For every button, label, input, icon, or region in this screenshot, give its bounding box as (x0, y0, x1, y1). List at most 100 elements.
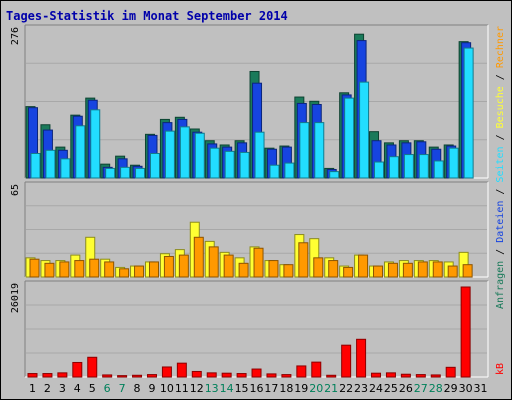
bar-seiten-day-4 (75, 125, 86, 179)
bar-seiten-day-18 (284, 162, 295, 179)
panel-hits-files-visits (24, 24, 489, 179)
bar-seiten-day-7 (120, 166, 131, 179)
y-max-label: 26019 (10, 283, 21, 313)
bar-rechner-day-24 (373, 265, 384, 278)
legend-item-kb: kB (495, 363, 506, 375)
bar-kb-day-14 (221, 372, 232, 378)
bar-seiten-day-27 (418, 154, 429, 179)
legend-item-anfragen: Anfragen (495, 261, 506, 309)
legend-item-seiten: Seiten (495, 146, 506, 182)
bar-rechner-day-27 (417, 261, 428, 278)
day-label-22: 22 (339, 382, 353, 395)
y-axis-max-labels: 276 65 26019 (10, 27, 21, 313)
bar-kb-day-25 (385, 372, 396, 378)
day-label-13: 13 (205, 382, 219, 395)
bar-kb-day-18 (281, 374, 292, 378)
bar-kb-day-13 (206, 372, 217, 378)
bar-seiten-day-23 (359, 81, 370, 179)
bar-rechner-day-18 (283, 264, 294, 278)
day-label-3: 3 (59, 382, 66, 395)
bar-kb-day-12 (191, 370, 202, 378)
day-labels: 1 2 3 4 5 6 7 8 9 10 11 12 13 14 15 16 17 18 19 20 21 22 23 24 2… (29, 382, 488, 395)
day-label-23: 23 (354, 382, 368, 395)
day-label-1: 1 (29, 382, 36, 395)
legend-separator: / (495, 128, 506, 146)
panel-kb (24, 280, 489, 378)
bar-rechner-day-13 (208, 246, 219, 278)
day-label-2: 2 (44, 382, 51, 395)
day-label-18: 18 (279, 382, 293, 395)
bar-seiten-day-11 (179, 126, 190, 179)
day-label-14: 14 (220, 382, 234, 395)
bar-kb-day-27 (415, 374, 426, 378)
day-label-12: 12 (190, 382, 204, 395)
bar-kb-day-24 (371, 372, 382, 378)
day-label-9: 9 (148, 382, 155, 395)
bar-rechner-day-12 (193, 236, 204, 278)
bar-kb-day-8 (132, 374, 143, 378)
bar-kb-day-19 (296, 365, 307, 378)
bar-kb-day-2 (42, 373, 53, 378)
bar-seiten-day-14 (224, 150, 235, 179)
bar-seiten-day-30 (463, 47, 474, 179)
legend-item-dateien: Dateien (495, 201, 506, 243)
day-label-28: 28 (429, 382, 443, 395)
bar-kb-day-6 (102, 374, 113, 378)
bar-seiten-day-22 (344, 97, 355, 179)
bar-rechner-day-25 (387, 262, 398, 278)
day-label-17: 17 (264, 382, 278, 395)
bar-rechner-day-5 (89, 258, 100, 278)
bar-kb-day-9 (146, 374, 157, 378)
bar-kb-day-17 (266, 373, 277, 378)
chart-panels (24, 24, 489, 378)
bar-seiten-day-1 (30, 153, 41, 179)
day-label-6: 6 (104, 382, 111, 395)
y-max-label: 276 (10, 27, 21, 45)
bar-rechner-day-10 (163, 255, 174, 278)
bar-rechner-day-7 (119, 268, 130, 278)
day-label-29: 29 (444, 382, 458, 395)
bar-rechner-day-2 (44, 262, 55, 278)
day-label-7: 7 (119, 382, 126, 395)
bar-seiten-day-21 (329, 171, 340, 179)
legend-item-besuche: Besuche (495, 86, 506, 128)
panel-visits-sites (24, 181, 489, 278)
bar-rechner-day-6 (104, 261, 115, 278)
bar-kb-day-23 (356, 338, 367, 378)
bar-seiten-day-10 (164, 130, 175, 179)
bar-kb-day-26 (400, 373, 411, 378)
bar-kb-day-29 (445, 366, 456, 378)
day-label-25: 25 (384, 382, 398, 395)
legend-separator: / (495, 68, 506, 86)
bar-seiten-day-12 (194, 132, 205, 179)
bar-kb-day-22 (341, 344, 352, 378)
bar-kb-day-5 (87, 356, 98, 378)
legend-separator: / (495, 183, 506, 201)
bar-seiten-day-15 (239, 151, 250, 179)
day-label-24: 24 (369, 382, 383, 395)
bar-kb-day-11 (176, 362, 187, 378)
bar-rechner-day-29 (447, 265, 458, 278)
bar-rechner-day-1 (29, 258, 40, 278)
bar-rechner-day-17 (268, 260, 279, 278)
bar-kb-day-7 (117, 375, 128, 378)
y-max-label: 65 (10, 184, 21, 196)
bar-seiten-day-29 (448, 147, 459, 179)
bar-rechner-day-14 (223, 254, 234, 278)
bar-kb-day-3 (57, 372, 68, 378)
day-label-16: 16 (250, 382, 264, 395)
day-label-10: 10 (160, 382, 174, 395)
bar-seiten-day-13 (209, 147, 220, 179)
bar-seiten-day-19 (299, 122, 310, 179)
bar-rechner-day-3 (59, 261, 70, 278)
bar-seiten-day-25 (388, 156, 399, 179)
bar-seiten-day-20 (314, 122, 325, 179)
day-label-5: 5 (89, 382, 96, 395)
day-label-26: 26 (399, 382, 413, 395)
bar-rechner-day-30 (462, 264, 473, 278)
bar-seiten-day-9 (149, 153, 160, 179)
bar-rechner-day-23 (358, 254, 369, 278)
bar-kb-day-28 (430, 374, 441, 378)
bar-rechner-day-15 (238, 262, 249, 278)
